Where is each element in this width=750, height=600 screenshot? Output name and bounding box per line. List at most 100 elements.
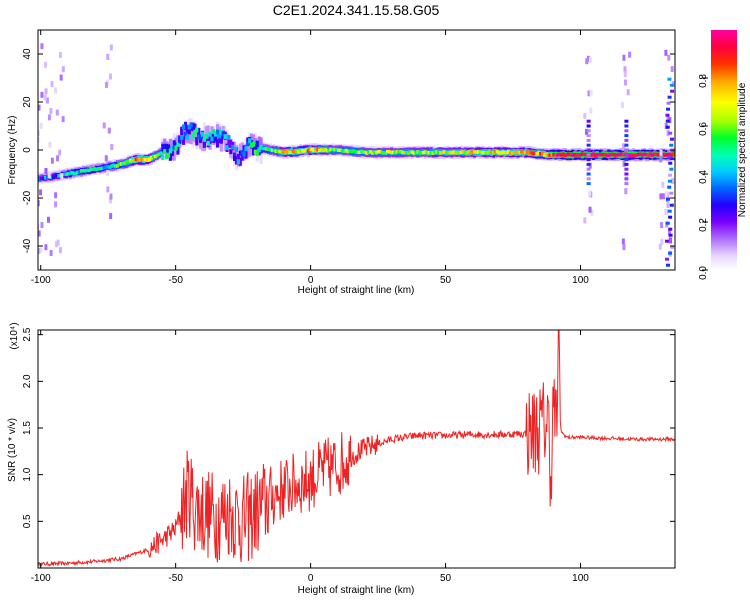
heatmap-cell [87, 168, 91, 173]
heatmap-cell [49, 175, 53, 180]
heatmap-cell [624, 158, 629, 162]
heatmap-cell [327, 148, 331, 153]
heatmap-cell [620, 152, 624, 157]
heatmap-cell [624, 182, 629, 186]
heatmap-cell [646, 153, 650, 158]
heatmap-cell [533, 151, 537, 155]
heatmap-cell [193, 123, 197, 133]
heatmap-cell [102, 122, 106, 129]
heatmap-cell [474, 150, 479, 154]
heatmap-cell [66, 171, 70, 176]
heatmap-cell [535, 152, 539, 156]
heatmap-cell [514, 150, 518, 154]
heatmap-cell [257, 147, 261, 153]
x-tick-label: 0 [308, 275, 314, 286]
heatmap-cell [217, 133, 222, 139]
heatmap-cell [208, 131, 212, 137]
heatmap-cell [501, 150, 505, 154]
heatmap-cell [206, 125, 210, 139]
heatmap-cell [176, 146, 180, 155]
heatmap-cell [231, 144, 235, 150]
heatmap-cell [587, 90, 591, 97]
heatmap-cell [670, 245, 675, 249]
heatmap-cell [586, 134, 591, 138]
heatmap-cell [127, 159, 131, 164]
heatmap-cell [664, 191, 668, 198]
heatmap-cell [95, 167, 99, 172]
heatmap-cell [58, 149, 62, 156]
heatmap-cell [301, 149, 305, 153]
heatmap-cell [142, 157, 146, 162]
heatmap-cell [461, 150, 465, 154]
heatmap-cell [669, 237, 673, 244]
heatmap-cell [38, 137, 40, 144]
heatmap-cell [248, 143, 252, 157]
heatmap-cell [253, 149, 257, 155]
heatmap-cell [593, 153, 598, 158]
heatmap-cell [38, 230, 41, 237]
heatmap-cell [590, 209, 594, 216]
heatmap-cell [104, 81, 108, 88]
heatmap-cell [397, 150, 401, 154]
heatmap-cell [181, 136, 186, 145]
heatmap-cell [284, 150, 288, 155]
heatmap-cell [624, 148, 629, 152]
heatmap-cell [454, 151, 458, 155]
heatmap-cell [212, 134, 216, 143]
heatmap-cell [44, 175, 48, 180]
heatmap-cell [353, 150, 358, 154]
heatmap-cell [446, 151, 450, 155]
heatmap-cell [586, 182, 591, 186]
heatmap-cell [665, 257, 670, 261]
spectrogram-x-label: Height of straight line (km) [298, 285, 415, 296]
heatmap-cell [386, 149, 390, 154]
heatmap-cell [586, 158, 591, 162]
colorbar-tick-label: 0.0 [698, 266, 709, 280]
heatmap-cell [153, 154, 157, 159]
heatmap-cell [54, 201, 58, 208]
heatmap-cell [79, 169, 84, 173]
heatmap-cell [261, 146, 265, 151]
heatmap-cell [181, 124, 186, 130]
heatmap-cell [457, 150, 462, 155]
heatmap-cell [50, 81, 54, 88]
heatmap-cell [391, 150, 395, 155]
heatmap-cell [251, 146, 256, 156]
heatmap-cell [668, 251, 673, 255]
heatmap-cell [174, 145, 178, 151]
heatmap-cell [212, 129, 216, 135]
heatmap-cell [668, 131, 673, 135]
heatmap-cell [395, 149, 399, 154]
heatmap-cell [666, 115, 670, 122]
heatmap-cell [365, 151, 369, 155]
heatmap-cell [157, 152, 161, 156]
heatmap-cell [204, 133, 208, 139]
heatmap-cell [346, 149, 350, 154]
heatmap-cell [382, 151, 386, 155]
heatmap-cell [416, 150, 420, 154]
heatmap-cell [215, 129, 220, 135]
heatmap-cell [214, 131, 218, 137]
heatmap-cell [225, 145, 229, 151]
heatmap-cell [291, 149, 295, 154]
heatmap-cell [108, 165, 112, 169]
heatmap-cell [295, 149, 299, 153]
heatmap-cell [668, 215, 673, 219]
heatmap-cell [40, 176, 44, 181]
heatmap-cell [659, 193, 663, 200]
heatmap-cell [668, 233, 673, 237]
heatmap-cell [321, 148, 326, 153]
heatmap-cell [348, 149, 352, 153]
heatmap-cell [331, 147, 335, 152]
heatmap-cell [372, 150, 377, 154]
heatmap-cell [669, 167, 674, 171]
heatmap-cell [623, 71, 627, 78]
heatmap-cell [642, 152, 647, 157]
heatmap-cell [325, 148, 329, 153]
heatmap-cell [193, 129, 197, 135]
heatmap-cell [168, 152, 172, 161]
heatmap-cell [329, 147, 333, 152]
heatmap-cell [282, 150, 286, 154]
heatmap-cell [503, 151, 507, 155]
heatmap-cell [561, 152, 565, 157]
